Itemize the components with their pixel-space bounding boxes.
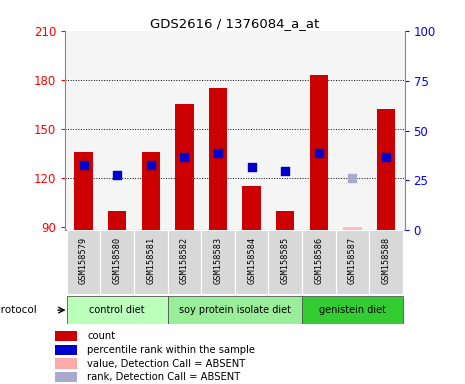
Text: GSM158583: GSM158583 bbox=[213, 237, 223, 285]
Point bbox=[214, 151, 222, 157]
Bar bbox=[108, 211, 126, 230]
Bar bbox=[55, 331, 77, 341]
Bar bbox=[369, 230, 403, 294]
Bar bbox=[55, 358, 77, 369]
Bar bbox=[377, 109, 395, 230]
Text: GSM158587: GSM158587 bbox=[348, 237, 357, 285]
Bar bbox=[100, 230, 134, 294]
Bar bbox=[67, 230, 100, 294]
Bar bbox=[134, 230, 167, 294]
Bar bbox=[55, 345, 77, 355]
Point bbox=[315, 151, 323, 157]
Bar bbox=[141, 152, 160, 230]
Point bbox=[80, 162, 87, 168]
Bar bbox=[302, 230, 336, 294]
Point bbox=[349, 175, 356, 181]
Bar bbox=[235, 230, 268, 294]
Title: GDS2616 / 1376084_a_at: GDS2616 / 1376084_a_at bbox=[150, 17, 319, 30]
Bar bbox=[242, 186, 261, 230]
Bar bbox=[343, 227, 362, 230]
Text: GSM158579: GSM158579 bbox=[79, 237, 88, 285]
Bar bbox=[67, 296, 167, 324]
Text: GSM158588: GSM158588 bbox=[382, 237, 391, 285]
Bar bbox=[201, 230, 235, 294]
Text: count: count bbox=[87, 331, 115, 341]
Bar bbox=[209, 88, 227, 230]
Text: GSM158582: GSM158582 bbox=[180, 237, 189, 285]
Bar bbox=[336, 230, 369, 294]
Bar bbox=[343, 227, 362, 230]
Bar bbox=[276, 211, 294, 230]
Text: percentile rank within the sample: percentile rank within the sample bbox=[87, 345, 255, 355]
Text: soy protein isolate diet: soy protein isolate diet bbox=[179, 305, 291, 315]
Point bbox=[281, 169, 289, 175]
Text: value, Detection Call = ABSENT: value, Detection Call = ABSENT bbox=[87, 359, 246, 369]
Point bbox=[113, 172, 121, 178]
Text: rank, Detection Call = ABSENT: rank, Detection Call = ABSENT bbox=[87, 372, 241, 382]
Bar bbox=[74, 152, 93, 230]
Bar bbox=[167, 230, 201, 294]
Text: GSM158580: GSM158580 bbox=[113, 237, 122, 285]
Bar bbox=[268, 230, 302, 294]
Text: GSM158586: GSM158586 bbox=[314, 237, 323, 285]
Text: GSM158585: GSM158585 bbox=[281, 237, 290, 285]
Bar bbox=[302, 296, 403, 324]
Bar bbox=[175, 104, 193, 230]
Text: GSM158581: GSM158581 bbox=[146, 237, 155, 285]
Point bbox=[248, 164, 255, 170]
Point bbox=[382, 154, 390, 160]
Point bbox=[181, 154, 188, 160]
Bar bbox=[310, 75, 328, 230]
Text: protocol: protocol bbox=[0, 305, 37, 315]
Bar bbox=[167, 296, 302, 324]
Text: GSM158584: GSM158584 bbox=[247, 237, 256, 285]
Text: genistein diet: genistein diet bbox=[319, 305, 386, 315]
Text: control diet: control diet bbox=[89, 305, 145, 315]
Point bbox=[147, 162, 154, 168]
Bar bbox=[55, 372, 77, 382]
